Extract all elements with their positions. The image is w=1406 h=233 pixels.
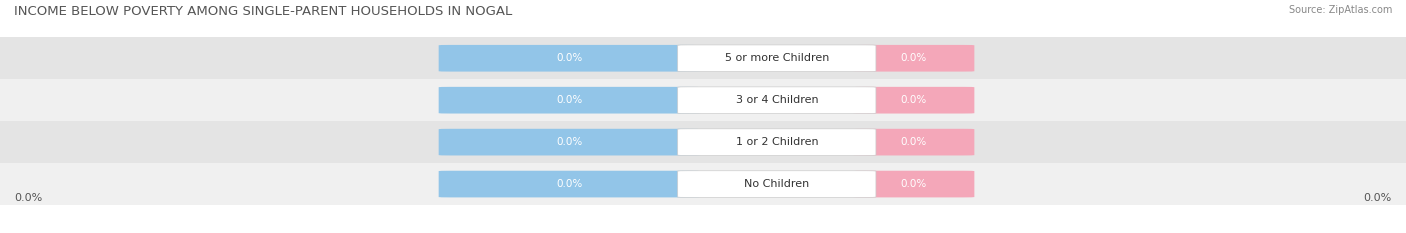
FancyBboxPatch shape (853, 45, 974, 72)
Bar (0, 121, 1406, 163)
Text: 3 or 4 Children: 3 or 4 Children (735, 95, 818, 105)
FancyBboxPatch shape (678, 129, 876, 155)
Text: 0.0%: 0.0% (557, 137, 582, 147)
Text: 0.0%: 0.0% (557, 179, 582, 189)
FancyBboxPatch shape (439, 171, 700, 197)
FancyBboxPatch shape (439, 87, 700, 113)
Text: 1 or 2 Children: 1 or 2 Children (735, 137, 818, 147)
Text: 0.0%: 0.0% (557, 95, 582, 105)
Text: 0.0%: 0.0% (557, 53, 582, 63)
Text: INCOME BELOW POVERTY AMONG SINGLE-PARENT HOUSEHOLDS IN NOGAL: INCOME BELOW POVERTY AMONG SINGLE-PARENT… (14, 5, 512, 18)
Bar (0, 79, 1406, 121)
Text: 0.0%: 0.0% (1364, 193, 1392, 203)
Bar (0, 163, 1406, 205)
Text: 0.0%: 0.0% (901, 137, 927, 147)
Text: 0.0%: 0.0% (901, 179, 927, 189)
FancyBboxPatch shape (853, 171, 974, 197)
Text: No Children: No Children (744, 179, 810, 189)
Text: 0.0%: 0.0% (901, 95, 927, 105)
FancyBboxPatch shape (439, 129, 700, 155)
Bar (0, 37, 1406, 79)
FancyBboxPatch shape (439, 45, 700, 72)
Text: 0.0%: 0.0% (14, 193, 42, 203)
FancyBboxPatch shape (678, 171, 876, 197)
Text: 0.0%: 0.0% (901, 53, 927, 63)
Text: 5 or more Children: 5 or more Children (724, 53, 830, 63)
FancyBboxPatch shape (853, 87, 974, 113)
FancyBboxPatch shape (678, 45, 876, 72)
FancyBboxPatch shape (678, 87, 876, 113)
FancyBboxPatch shape (853, 129, 974, 155)
Text: Source: ZipAtlas.com: Source: ZipAtlas.com (1288, 5, 1392, 15)
